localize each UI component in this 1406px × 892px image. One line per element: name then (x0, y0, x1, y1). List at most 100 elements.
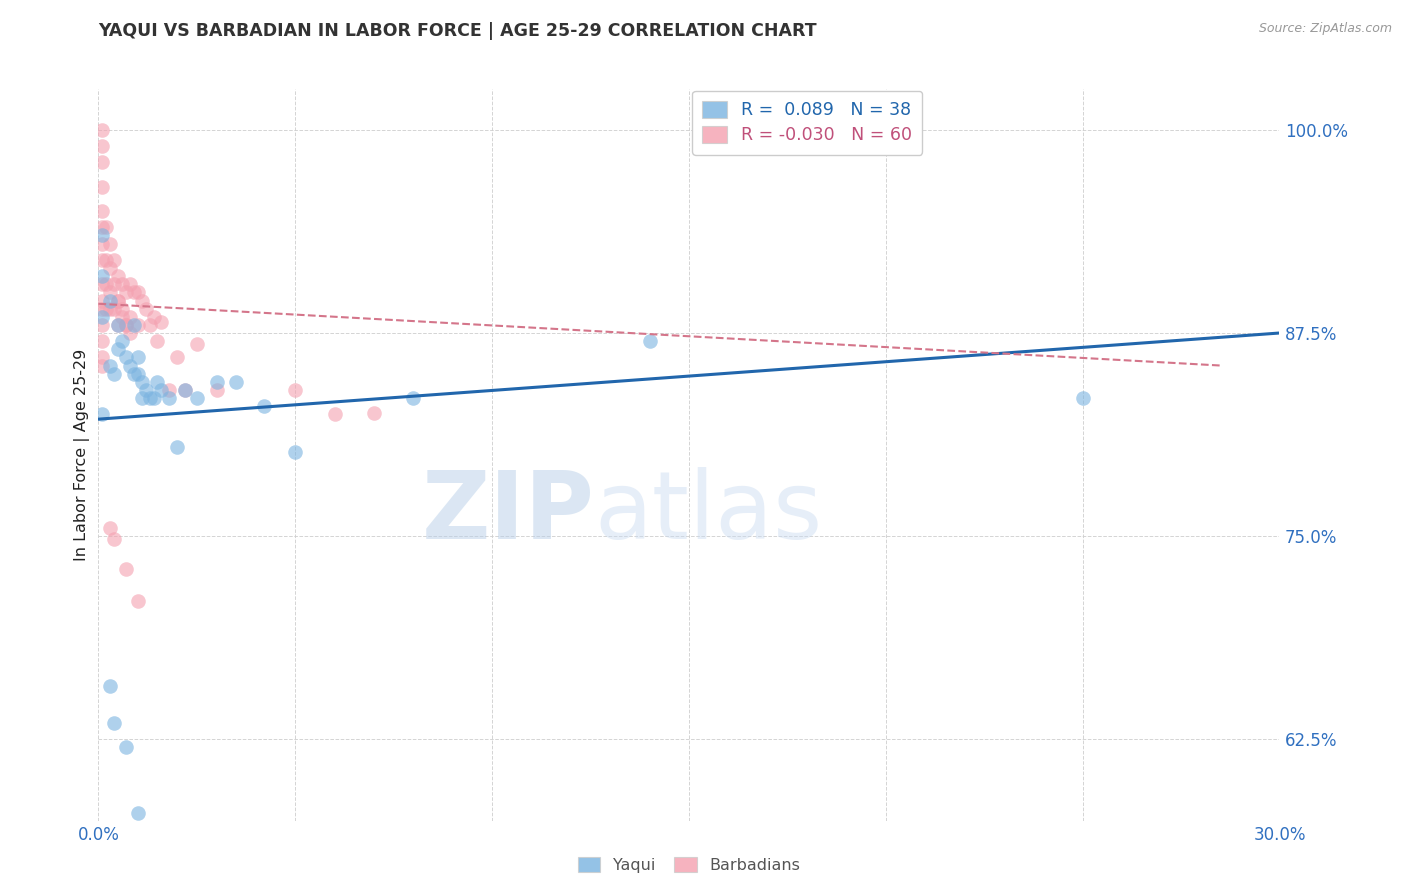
Point (98, 359, 121, 373)
Point (135, 383, 157, 397)
Point (103, 716, 125, 731)
Point (103, 301, 125, 316)
Point (142, 310, 165, 324)
Point (107, 293, 129, 308)
Point (98, 293, 121, 308)
Point (131, 375, 153, 389)
Point (91, 351, 114, 365)
Point (91, 123, 114, 137)
Point (115, 318, 138, 332)
Point (638, 334, 661, 348)
Point (96, 277, 118, 292)
Point (103, 367, 125, 381)
Point (91, 318, 114, 332)
Point (103, 533, 125, 547)
Point (111, 277, 134, 292)
Point (253, 399, 276, 413)
Point (111, 301, 134, 316)
Point (157, 383, 180, 397)
Point (127, 285, 149, 300)
Point (174, 383, 197, 397)
Point (166, 351, 188, 365)
Point (98, 521, 121, 535)
Point (96, 252, 118, 267)
Point (91, 236, 114, 251)
Point (122, 318, 145, 332)
Point (118, 310, 141, 324)
Y-axis label: In Labor Force | Age 25-29: In Labor Force | Age 25-29 (75, 349, 90, 561)
Point (91, 310, 114, 324)
Point (284, 383, 307, 397)
Point (284, 444, 307, 458)
Text: atlas: atlas (595, 467, 823, 559)
Point (98, 301, 121, 316)
Point (1071, 391, 1094, 405)
Point (166, 440, 188, 454)
Legend: R =  0.089   N = 38, R = -0.030   N = 60: R = 0.089 N = 38, R = -0.030 N = 60 (692, 91, 922, 155)
Point (205, 375, 228, 389)
Point (138, 318, 160, 332)
Point (111, 334, 134, 348)
Legend: Yaqui, Barbadians: Yaqui, Barbadians (571, 851, 807, 880)
Point (91, 407, 114, 421)
Point (91, 204, 114, 219)
Point (115, 318, 138, 332)
Point (131, 391, 153, 405)
Point (96, 220, 118, 235)
Point (138, 391, 160, 405)
Point (131, 293, 153, 308)
Text: YAQUI VS BARBADIAN IN LABOR FORCE | AGE 25-29 CORRELATION CHART: YAQUI VS BARBADIAN IN LABOR FORCE | AGE … (98, 22, 817, 40)
Point (98, 236, 121, 251)
Point (127, 367, 149, 381)
Point (107, 343, 129, 357)
Point (91, 269, 114, 284)
Text: Source: ZipAtlas.com: Source: ZipAtlas.com (1258, 22, 1392, 36)
Point (115, 562, 138, 576)
Point (91, 277, 114, 292)
Point (127, 318, 149, 332)
Point (111, 310, 134, 324)
Point (402, 391, 425, 405)
Point (323, 407, 346, 421)
Point (91, 334, 114, 348)
Point (91, 252, 114, 267)
Point (186, 337, 208, 351)
Point (135, 301, 157, 316)
Point (157, 391, 180, 405)
Point (127, 805, 149, 820)
Point (127, 594, 149, 608)
Text: ZIP: ZIP (422, 467, 595, 559)
Point (107, 318, 129, 332)
Point (91, 155, 114, 169)
Point (186, 391, 208, 405)
Point (98, 260, 121, 275)
Point (96, 301, 118, 316)
Point (118, 326, 141, 340)
Point (98, 285, 121, 300)
Point (115, 740, 138, 755)
Point (98, 679, 121, 693)
Point (107, 269, 129, 284)
Point (205, 383, 228, 397)
Point (103, 252, 125, 267)
Point (91, 179, 114, 194)
Point (146, 375, 169, 389)
Point (107, 318, 129, 332)
Point (107, 293, 129, 308)
Point (225, 375, 247, 389)
Point (91, 220, 114, 235)
Point (142, 391, 165, 405)
Point (122, 367, 145, 381)
Point (118, 359, 141, 373)
Point (122, 285, 145, 300)
Point (363, 406, 385, 420)
Point (174, 383, 197, 397)
Point (115, 285, 138, 300)
Point (91, 293, 114, 308)
Point (91, 359, 114, 373)
Point (91, 228, 114, 243)
Point (91, 301, 114, 316)
Point (146, 334, 169, 348)
Point (150, 315, 173, 329)
Point (103, 277, 125, 292)
